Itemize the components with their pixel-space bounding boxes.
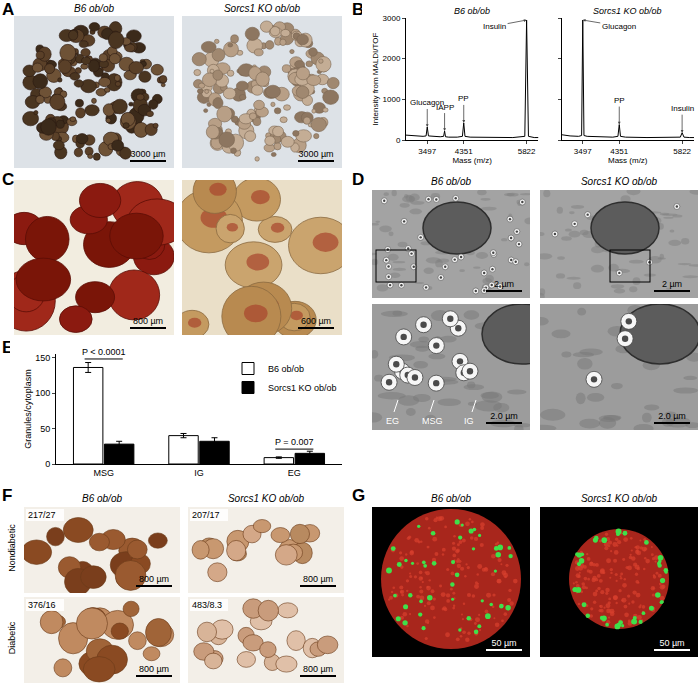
svg-text:Insulin: Insulin bbox=[483, 22, 506, 31]
svg-text:Glucagon: Glucagon bbox=[410, 98, 444, 107]
svg-text:50 µm: 50 µm bbox=[659, 638, 684, 648]
svg-text:0: 0 bbox=[45, 459, 50, 469]
svg-text:Sorcs1 KO ob/ob: Sorcs1 KO ob/ob bbox=[268, 383, 337, 393]
svg-text:EG: EG bbox=[386, 416, 399, 426]
svg-text:P = 0.007: P = 0.007 bbox=[275, 437, 314, 447]
svg-text:1000: 1000 bbox=[383, 95, 401, 104]
html-text:B6 ob/ob: B6 ob/ob bbox=[431, 493, 471, 504]
html-text:Sorcs1 KO ob/ob: Sorcs1 KO ob/ob bbox=[223, 3, 301, 14]
html-text:Nondiabetic: Nondiabetic bbox=[7, 524, 17, 572]
svg-text:800 µm: 800 µm bbox=[303, 664, 333, 674]
svg-text:3497: 3497 bbox=[574, 147, 592, 156]
svg-text:Glucagon: Glucagon bbox=[602, 22, 636, 31]
svg-text:MSG: MSG bbox=[422, 416, 443, 426]
svg-text:Insulin: Insulin bbox=[671, 104, 694, 113]
svg-text:Intensity from MALDI/TOF: Intensity from MALDI/TOF bbox=[371, 33, 380, 126]
svg-text:50 µm: 50 µm bbox=[491, 638, 516, 648]
html-text:G: G bbox=[352, 486, 366, 505]
html-text:E: E bbox=[2, 338, 14, 357]
svg-text:2000: 2000 bbox=[383, 54, 401, 63]
svg-text:2 µm: 2 µm bbox=[494, 279, 514, 289]
html-text:C: C bbox=[2, 170, 15, 189]
svg-text:IG: IG bbox=[194, 468, 204, 478]
svg-text:Mass (m/z): Mass (m/z) bbox=[608, 156, 648, 165]
svg-text:Sorcs1 KO ob/ob: Sorcs1 KO ob/ob bbox=[593, 6, 662, 16]
html-text:Diabetic: Diabetic bbox=[7, 621, 17, 655]
svg-text:B6 ob/ob: B6 ob/ob bbox=[454, 6, 490, 16]
html-text:D: D bbox=[352, 170, 365, 189]
svg-text:5822: 5822 bbox=[518, 147, 536, 156]
svg-text:376/16: 376/16 bbox=[28, 600, 56, 610]
svg-text:P < 0.0001: P < 0.0001 bbox=[82, 347, 126, 357]
svg-text:IG: IG bbox=[464, 416, 474, 426]
svg-text:600 µm: 600 µm bbox=[301, 316, 331, 326]
svg-text:Mass (m/z): Mass (m/z) bbox=[452, 156, 492, 165]
svg-text:4351: 4351 bbox=[610, 147, 628, 156]
html-text:B6 ob/ob: B6 ob/ob bbox=[82, 493, 122, 504]
html-text:F: F bbox=[2, 486, 13, 505]
svg-text:MSG: MSG bbox=[93, 468, 114, 478]
svg-text:EG: EG bbox=[288, 468, 301, 478]
html-text:A: A bbox=[2, 0, 15, 19]
svg-text:207/17: 207/17 bbox=[192, 510, 220, 520]
svg-text:Granules/cytoplasm: Granules/cytoplasm bbox=[23, 369, 33, 449]
svg-text:IAPP: IAPP bbox=[436, 103, 454, 112]
svg-text:217/27: 217/27 bbox=[28, 510, 56, 520]
svg-text:800 µm: 800 µm bbox=[139, 574, 169, 584]
svg-text:PP: PP bbox=[458, 94, 469, 103]
svg-text:800 µm: 800 µm bbox=[139, 664, 169, 674]
svg-text:3000 µm: 3000 µm bbox=[298, 149, 333, 159]
svg-text:B6 ob/ob: B6 ob/ob bbox=[268, 364, 304, 374]
svg-text:5822: 5822 bbox=[673, 147, 691, 156]
svg-text:0: 0 bbox=[396, 136, 401, 145]
html-text:B6 ob/ob: B6 ob/ob bbox=[74, 3, 114, 14]
svg-text:800 µm: 800 µm bbox=[303, 574, 333, 584]
svg-text:800 µm: 800 µm bbox=[133, 316, 163, 326]
html-text:Sorcs1 KO ob/ob: Sorcs1 KO ob/ob bbox=[580, 493, 658, 504]
html-text:Sorcs1 KO ob/ob: Sorcs1 KO ob/ob bbox=[580, 176, 658, 187]
svg-text:483/8.3: 483/8.3 bbox=[192, 600, 222, 610]
svg-text:2 µm: 2 µm bbox=[662, 279, 682, 289]
svg-text:PP: PP bbox=[614, 96, 625, 105]
svg-text:3497: 3497 bbox=[418, 147, 436, 156]
svg-text:2.0 µm: 2.0 µm bbox=[490, 411, 518, 421]
svg-text:3000: 3000 bbox=[383, 14, 401, 23]
svg-text:3000 µm: 3000 µm bbox=[130, 149, 165, 159]
svg-text:50: 50 bbox=[40, 424, 50, 434]
svg-text:150: 150 bbox=[35, 353, 50, 363]
svg-text:4351: 4351 bbox=[455, 147, 473, 156]
html-text:B: B bbox=[352, 0, 365, 19]
html-text:Sorcs1 KO ob/ob: Sorcs1 KO ob/ob bbox=[227, 493, 305, 504]
svg-text:2.0 µm: 2.0 µm bbox=[658, 411, 686, 421]
html-text:B6 ob/ob: B6 ob/ob bbox=[431, 176, 471, 187]
svg-text:100: 100 bbox=[35, 388, 50, 398]
